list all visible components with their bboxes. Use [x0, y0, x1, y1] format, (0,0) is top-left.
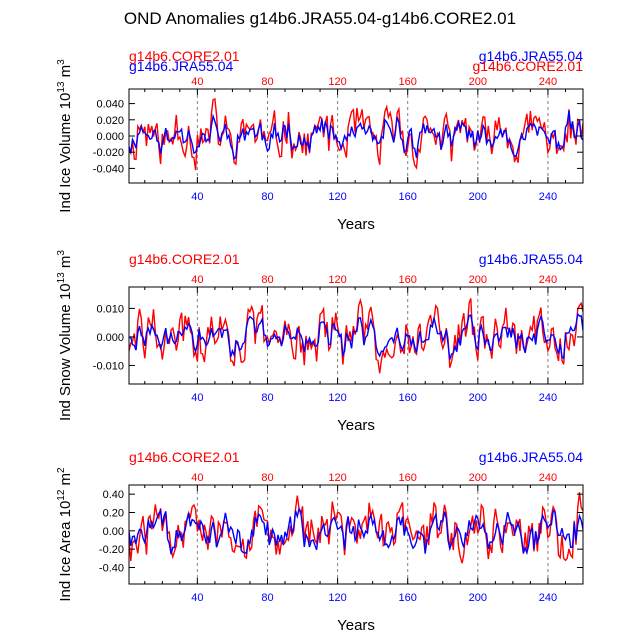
series-line-jra	[129, 312, 583, 360]
x-tick-label-top: 80	[261, 472, 273, 484]
x-tick-label-top: 160	[399, 76, 417, 88]
y-tick-label: -0.020	[93, 147, 124, 159]
x-tick-label-bottom: 80	[261, 592, 273, 604]
x-tick-label-top: 80	[261, 76, 273, 88]
y-axis-label-unit: m	[57, 65, 74, 82]
series-name-jra-right: g14b6.JRA55.04	[479, 48, 584, 64]
y-axis-label-unit-exp: 3	[56, 250, 67, 256]
x-tick-label-bottom: 200	[469, 592, 487, 604]
series-name-core: g14b6.CORE2.01	[129, 251, 240, 267]
x-axis-label: Years	[337, 417, 375, 434]
x-tick-label-bottom: 40	[191, 191, 203, 203]
x-tick-label-bottom: 160	[399, 392, 417, 404]
x-tick-label-bottom: 120	[328, 191, 346, 203]
x-tick-label-bottom: 40	[191, 392, 203, 404]
plot-frame	[128, 286, 584, 385]
y-axis-label-base: Ind Ice Volume 10	[57, 93, 74, 213]
x-tick-label-bottom: 160	[399, 191, 417, 203]
y-tick-label: 0.010	[96, 303, 124, 315]
y-axis-label: Ind Snow Volume 1013 m3	[56, 250, 74, 421]
series-name-core-right: g14b6.CORE2.01	[472, 58, 583, 74]
panel-ice-volume: -0.040 -0.020 0.000 0.020 0.040 40 40 80 80 120 12…	[56, 48, 584, 233]
y-axis-label: Ind Ice Volume 1013 m3	[56, 59, 74, 213]
x-tick-label-bottom: 240	[539, 592, 557, 604]
y-axis-label-unit-exp: 2	[56, 467, 67, 473]
y-axis-label-unit-exp: 3	[56, 59, 67, 65]
x-tick-label-bottom: 80	[261, 191, 273, 203]
y-axis-label-exp: 13	[56, 272, 67, 284]
x-tick-label-top: 120	[328, 76, 346, 88]
x-tick-label-top: 120	[328, 274, 346, 286]
x-tick-label-top: 80	[261, 274, 273, 286]
x-tick-label-top: 120	[328, 472, 346, 484]
y-axis-label: Ind Ice Area 1012 m2	[56, 467, 74, 602]
x-tick-label-top: 240	[539, 76, 557, 88]
x-tick-label-top: 200	[469, 76, 487, 88]
x-tick-label-top: 200	[469, 472, 487, 484]
x-tick-label-bottom: 240	[539, 191, 557, 203]
series-name-jra: g14b6.JRA55.04	[129, 58, 234, 74]
x-tick-label-bottom: 120	[328, 392, 346, 404]
x-tick-label-bottom: 120	[328, 592, 346, 604]
y-tick-label: 0.000	[96, 131, 124, 143]
x-axis-label: Years	[337, 617, 375, 634]
y-tick-label: 0.040	[96, 99, 124, 111]
y-tick-label: 0.000	[96, 332, 124, 344]
y-tick-label: -0.010	[93, 360, 124, 372]
y-axis-label-base: Ind Ice Area 10	[57, 501, 74, 602]
series-line-jra	[129, 507, 583, 556]
y-axis-label-base: Ind Snow Volume 10	[57, 283, 74, 421]
y-tick-label: 0.020	[96, 115, 124, 127]
x-tick-label-top: 240	[539, 472, 557, 484]
y-tick-label: 0.40	[103, 489, 124, 501]
y-axis-label-unit: m	[57, 473, 74, 490]
series-name-core: g14b6.CORE2.01	[129, 48, 240, 64]
panels-group: -0.040 -0.020 0.000 0.020 0.040 40 40 80 80 120 12…	[56, 48, 584, 634]
x-tick-label-bottom: 40	[191, 592, 203, 604]
y-tick-label: 0.20	[103, 508, 124, 520]
series-name-jra: g14b6.JRA55.04	[479, 251, 584, 267]
x-tick-label-bottom: 200	[469, 191, 487, 203]
x-tick-label-top: 40	[191, 274, 203, 286]
x-tick-label-top: 40	[191, 472, 203, 484]
plot-frame	[128, 484, 584, 585]
x-tick-label-bottom: 200	[469, 392, 487, 404]
x-tick-label-bottom: 80	[261, 392, 273, 404]
y-axis-label-exp: 13	[56, 81, 67, 93]
y-tick-label: 0.00	[103, 526, 124, 538]
y-axis-label-unit: m	[57, 256, 74, 273]
series-line-core	[129, 492, 583, 564]
x-tick-label-bottom: 160	[399, 592, 417, 604]
chart-title: OND Anomalies g14b6.JRA55.04-g14b6.CORE2…	[124, 9, 516, 28]
y-tick-label: -0.40	[99, 563, 124, 575]
series-name-core: g14b6.CORE2.01	[129, 449, 240, 465]
x-tick-label-top: 160	[399, 274, 417, 286]
series-line-jra	[129, 110, 583, 160]
y-tick-label: -0.20	[99, 544, 124, 556]
x-tick-label-top: 240	[539, 274, 557, 286]
x-tick-label-bottom: 240	[539, 392, 557, 404]
x-tick-label-top: 40	[191, 76, 203, 88]
x-tick-label-top: 200	[469, 274, 487, 286]
y-tick-label: -0.040	[93, 163, 124, 175]
x-tick-label-top: 160	[399, 472, 417, 484]
y-axis-label-exp: 12	[56, 489, 67, 501]
x-axis-label: Years	[337, 216, 375, 233]
series-name-jra: g14b6.JRA55.04	[479, 449, 584, 465]
panel-ice-area: -0.40 -0.20 0.00 0.20 0.40 40 40 80 80 120 120 160 1…	[56, 449, 584, 634]
panel-snow-volume: -0.010 0.000 0.010 40 40 80 80 120 120 160 160 200 2…	[56, 250, 584, 434]
